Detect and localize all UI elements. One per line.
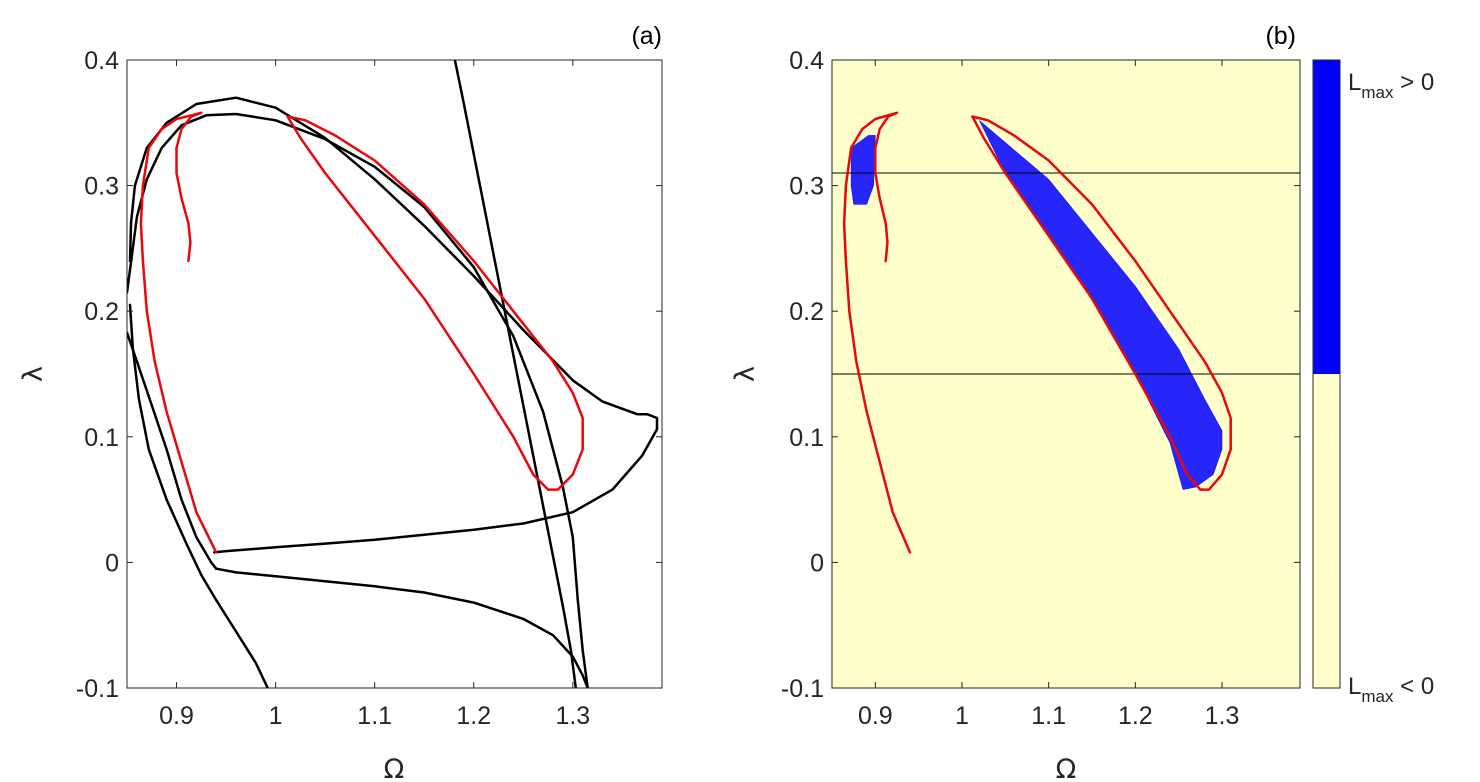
- panel-b-xtick-label: 1.2: [1118, 702, 1153, 730]
- colorbar-chaotic-segment: [1313, 60, 1340, 374]
- panel-a-frame: [126, 59, 663, 689]
- panel-b-ytick-label: 0.3: [789, 173, 824, 201]
- panel-a-curve-red-7: [286, 115, 584, 491]
- panel-b-ylabel: λ: [730, 366, 761, 382]
- panel-b-label: (b): [1265, 22, 1296, 50]
- panel-b-curve-red-1: [971, 115, 1232, 491]
- panel-a-curve-black-0: [128, 96, 659, 554]
- panel-a-ytick-label: 0.3: [84, 173, 119, 201]
- panel-a-label: (a): [631, 22, 662, 50]
- panel-a-ylabel: λ: [18, 366, 49, 382]
- panel-b: 0.9 1 1.1 1.2 1.3 -0.1 0 0.1 0.2 0.3 0.4 (b) Ω λ: [730, 22, 1301, 782]
- panel-b-curve-red-0: [842, 111, 912, 554]
- panel-a-ytick-label: 0.4: [84, 47, 119, 75]
- panel-a-ytick-label: 0.2: [84, 298, 119, 326]
- panel-a-xtick-label: 0.9: [159, 702, 194, 730]
- panel-a-curve-black-4: [127, 112, 589, 688]
- panel-a-xtick-label: 1.3: [555, 702, 590, 730]
- panel-a-curves: [127, 60, 659, 688]
- colorbar-top-label: Lmax > 0: [1348, 69, 1434, 102]
- panel-b-xlabel: Ω: [1056, 754, 1077, 782]
- colorbar-regular-segment: [1313, 374, 1340, 688]
- colorbar-frame: [1312, 59, 1341, 689]
- panel-a-curve-red-6: [139, 111, 218, 554]
- panel-b-xtick-label: 1.1: [1031, 702, 1066, 730]
- panel-b-horizontal-lines: [832, 172, 1300, 375]
- panel-a-ticks: 0.9 1 1.1 1.2 1.3 -0.1 0 0.1 0.2 0.3 0.4: [76, 47, 662, 730]
- panel-a-xtick-label: 1: [269, 702, 283, 730]
- panel-a-xtick-label: 1.1: [357, 702, 392, 730]
- panel-a: 0.9 1 1.1 1.2 1.3 -0.1 0 0.1 0.2 0.3 0.4 (a) Ω λ: [18, 22, 663, 782]
- panel-a-curve-black-1: [128, 303, 269, 688]
- panel-b-xtick-label: 0.9: [858, 702, 893, 730]
- panel-b-ytick-label: -0.1: [781, 675, 824, 703]
- panel-b-ytick-label: 0: [810, 549, 824, 577]
- panel-a-curve-black-2: [127, 331, 218, 570]
- panel-a-plot-area: [127, 60, 662, 688]
- panel-b-xtick-label: 1: [955, 702, 969, 730]
- panel-a-xtick-label: 1.2: [456, 702, 491, 730]
- panel-b-curves: [842, 111, 1232, 554]
- panel-b-ytick-label: 0.1: [789, 424, 824, 452]
- panel-a-ytick-label: 0.1: [84, 424, 119, 452]
- panel-b-ytick-label: 0.2: [789, 298, 824, 326]
- panel-a-ytick-label: 0: [105, 549, 119, 577]
- panel-a-curve-black-3: [214, 567, 589, 688]
- panel-a-ytick-label: -0.1: [76, 675, 119, 703]
- panel-b-ytick-label: 0.4: [789, 47, 824, 75]
- panel-a-curve-black-5: [453, 60, 578, 688]
- panel-b-frame: [831, 59, 1301, 689]
- panel-a-xlabel: Ω: [384, 754, 405, 782]
- colorbar: Lmax > 0 Lmax < 0: [1312, 59, 1434, 706]
- panel-b-chaotic-region-0: [850, 135, 876, 205]
- panel-b-ticks: 0.9 1 1.1 1.2 1.3 -0.1 0 0.1 0.2 0.3 0.4: [781, 47, 1300, 730]
- colorbar-bottom-label: Lmax < 0: [1348, 673, 1434, 706]
- panel-b-xtick-label: 1.3: [1205, 702, 1240, 730]
